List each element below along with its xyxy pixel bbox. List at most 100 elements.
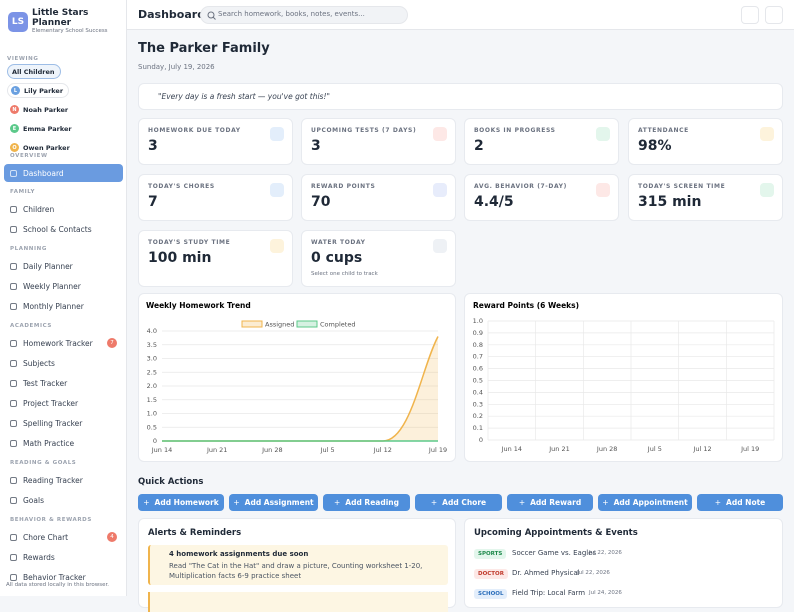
event-date: Jul 22, 2026 xyxy=(589,550,622,556)
event-tag: SPORTS xyxy=(474,549,507,559)
nav-item[interactable]: Test Tracker xyxy=(0,373,127,393)
nav-icon xyxy=(10,533,17,541)
action-button[interactable]: + Add Reward xyxy=(507,494,593,511)
family-title: The Parker Family xyxy=(138,41,270,56)
y-tick-label: 1.5 xyxy=(147,396,157,404)
button-label: Add Reward xyxy=(530,498,582,507)
stat-value: 315 min xyxy=(638,194,702,210)
nav-item[interactable]: Dashboard xyxy=(4,164,123,182)
topbar: Dashboard Search homework, books, notes,… xyxy=(127,0,794,30)
events-title: Upcoming Appointments & Events xyxy=(474,528,638,538)
stat-card: UPCOMING TESTS (7 DAYS) 3 xyxy=(301,118,456,165)
alerts-card: Alerts & Reminders 4 homework assignment… xyxy=(138,518,456,612)
child-chip[interactable]: L Lily Parker xyxy=(7,83,70,98)
nav-item[interactable]: Reading Tracker xyxy=(0,470,127,490)
action-button[interactable]: + Add Appointment xyxy=(598,494,692,511)
nav-label: Rewards xyxy=(23,552,55,562)
event-tag: DOCTOR xyxy=(474,569,508,579)
alert-text: Read "The Cat in the Hat" and draw a pic… xyxy=(169,562,423,580)
event-title: Dr. Ahmed Physical xyxy=(512,569,580,577)
nav-item[interactable]: Weekly Planner xyxy=(0,276,127,296)
y-tick-label: 0.7 xyxy=(473,353,483,361)
quote: "Every day is a fresh start — you've got… xyxy=(158,92,330,101)
nav-item[interactable]: Subjects xyxy=(0,353,127,373)
action-button[interactable]: + Add Homework xyxy=(138,494,224,511)
nav-icon xyxy=(10,476,17,484)
area xyxy=(162,336,438,441)
y-tick-label: 0 xyxy=(479,436,483,444)
sidebar: LS Little Stars Planner Elementary Schoo… xyxy=(0,0,127,596)
nav-label: Goals xyxy=(23,495,44,505)
action-button[interactable]: + Add Reading xyxy=(323,494,410,511)
nav-icon xyxy=(10,439,17,447)
app-name: Little Stars Planner xyxy=(32,8,89,28)
event-title: Soccer Game vs. Eagles xyxy=(512,549,597,557)
nav-item[interactable]: School & Contacts xyxy=(0,219,127,239)
stat-icon xyxy=(596,127,610,141)
stat-note: Select one child to track xyxy=(311,271,378,277)
nav: OVERVIEW Dashboard FAMILY Children School & … xyxy=(0,146,127,587)
action-button[interactable]: + Add Chore xyxy=(415,494,502,511)
stat-icon xyxy=(433,183,447,197)
y-tick-label: 3.0 xyxy=(147,355,157,363)
badge: 7 xyxy=(107,338,117,348)
action-button[interactable]: + Add Assignment xyxy=(229,494,318,511)
x-tick-label: Jun 21 xyxy=(548,445,570,453)
event-date: Jul 24, 2026 xyxy=(589,590,622,596)
nav-item[interactable]: Spelling Tracker xyxy=(0,413,127,433)
y-tick-label: 0.1 xyxy=(473,424,483,432)
quick-actions-title: Quick Actions xyxy=(138,477,204,487)
stat-value: 3 xyxy=(311,138,321,154)
section-label: VIEWING xyxy=(7,56,39,62)
nav-label: Homework Tracker xyxy=(23,338,93,348)
child-filter: All Children L Lily Parker N Noah Parker E Em… xyxy=(7,64,125,155)
nav-item[interactable]: Goals xyxy=(0,490,127,510)
nav-item[interactable]: Monthly Planner xyxy=(0,296,127,316)
y-tick-label: 1.0 xyxy=(147,410,157,418)
nav-item[interactable]: Chore Chart 4 xyxy=(0,527,127,547)
date: Sunday, July 19, 2026 xyxy=(138,63,215,71)
x-tick-label: Jul 12 xyxy=(373,446,392,454)
alert xyxy=(148,592,448,612)
nav-label: Weekly Planner xyxy=(23,281,81,291)
stat-value: 70 xyxy=(311,194,331,210)
stat-value: 98% xyxy=(638,138,672,154)
action-button[interactable]: + Add Note xyxy=(697,494,783,511)
download-button[interactable] xyxy=(741,6,759,24)
y-tick-label: 2.0 xyxy=(147,382,157,390)
notification-button[interactable] xyxy=(765,6,783,24)
nav-icon xyxy=(10,225,17,233)
tagline: Elementary School Success xyxy=(32,28,108,34)
nav-item[interactable]: Math Practice xyxy=(0,433,127,453)
nav-item[interactable]: Rewards xyxy=(0,547,127,567)
y-tick-label: 0 xyxy=(153,437,157,445)
child-chip[interactable]: E Emma Parker xyxy=(7,121,77,136)
nav-item[interactable]: Behavior Tracker xyxy=(0,567,127,587)
stat-card: TODAY'S SCREEN TIME 315 min xyxy=(628,174,783,221)
stat-icon xyxy=(433,127,447,141)
y-tick-label: 0.3 xyxy=(473,400,483,408)
child-chip[interactable]: N Noah Parker xyxy=(7,102,74,117)
nav-item[interactable]: Project Tracker xyxy=(0,393,127,413)
search[interactable]: Search homework, books, notes, events... xyxy=(200,6,408,24)
stat-label: TODAY'S CHORES xyxy=(148,183,215,190)
avatar: O xyxy=(10,143,19,152)
child-chip[interactable]: All Children xyxy=(7,64,61,79)
nav-item[interactable]: Homework Tracker 7 xyxy=(0,333,127,353)
stat-label: UPCOMING TESTS (7 DAYS) xyxy=(311,127,417,134)
child-name: Noah Parker xyxy=(23,105,69,114)
y-tick-label: 1.0 xyxy=(473,317,483,325)
child-chip[interactable]: O Owen Parker xyxy=(7,140,75,155)
nav-item[interactable]: Daily Planner xyxy=(0,256,127,276)
y-tick-label: 0.4 xyxy=(473,388,483,396)
section-label: PLANNING xyxy=(10,246,47,252)
y-tick-label: 0.8 xyxy=(473,341,483,349)
event-date: Jul 22, 2026 xyxy=(577,570,610,576)
chart-title: Weekly Homework Trend xyxy=(146,301,251,310)
nav-icon xyxy=(10,573,17,581)
child-name: Lily Parker xyxy=(24,86,64,95)
nav-item[interactable]: Children xyxy=(0,199,127,219)
nav-label: Monthly Planner xyxy=(23,301,84,311)
nav-label: Test Tracker xyxy=(23,378,68,388)
